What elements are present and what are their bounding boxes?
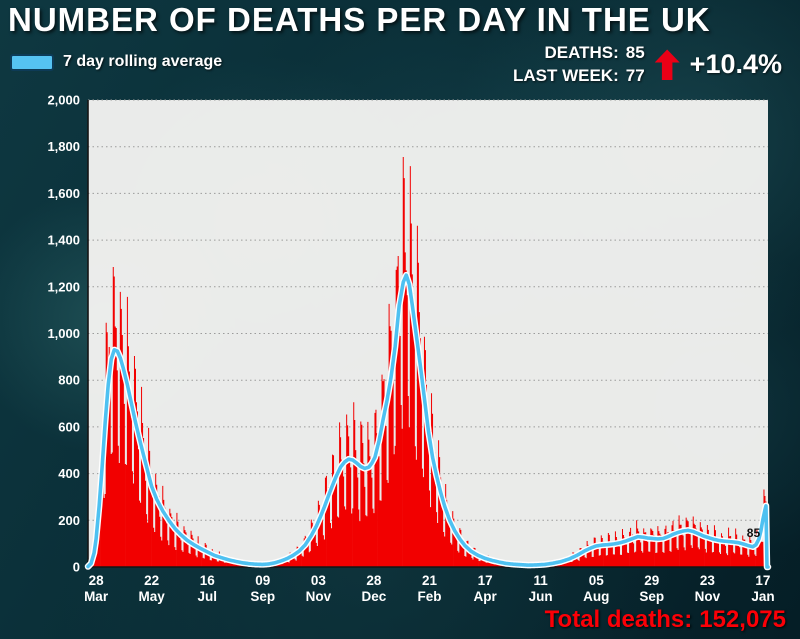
y-tick-label: 200 [58, 513, 80, 528]
x-tick-month: Apr [473, 589, 497, 604]
x-tick-day: 11 [534, 573, 549, 588]
latest-value-annotation: 85 [747, 526, 761, 540]
deaths-value: 85 [625, 43, 645, 62]
y-tick-label: 600 [58, 419, 80, 434]
y-tick-label: 1,800 [47, 139, 80, 154]
x-tick-month: Nov [306, 589, 332, 604]
x-tick-month: Mar [84, 589, 109, 604]
y-tick-label: 2,000 [47, 93, 80, 108]
x-tick-day: 17 [755, 573, 770, 588]
x-tick-day: 23 [700, 573, 716, 588]
x-tick-month: Feb [418, 589, 442, 604]
deaths-label: DEATHS: [544, 43, 619, 62]
x-tick-day: 16 [200, 573, 216, 588]
total-deaths-label: Total deaths: [544, 606, 693, 633]
x-tick-month: Nov [695, 589, 721, 604]
x-tick-month: Jul [197, 589, 217, 604]
last-week-stat: LAST WEEK: 77 [513, 65, 645, 88]
legend-label: 7 day rolling average [63, 53, 223, 70]
deaths-stat: DEATHS: 85 [513, 42, 645, 65]
x-tick-month: May [139, 589, 166, 604]
x-tick-month: Jan [751, 589, 774, 604]
plot-background [88, 100, 768, 567]
x-tick-month: Aug [583, 589, 609, 604]
last-week-label: LAST WEEK: [512, 65, 619, 85]
page-title: NUMBER OF DEATHS PER DAY IN THE UK [8, 1, 711, 38]
x-tick-day: 29 [644, 573, 659, 588]
y-tick-label: 800 [58, 373, 80, 388]
rolling-average-line [86, 273, 770, 569]
y-tick-label: 1,400 [47, 233, 80, 248]
x-tick-day: 28 [89, 573, 105, 588]
legend-swatch [10, 53, 54, 71]
x-tick-day: 03 [311, 573, 327, 588]
x-tick-day: 05 [589, 573, 605, 588]
last-week-value: 77 [625, 65, 645, 85]
x-tick-month: Sep [639, 589, 664, 604]
x-tick-month: Sep [250, 589, 275, 604]
y-tick-label: 400 [58, 466, 80, 481]
stats-lines: DEATHS: 85 LAST WEEK: 77 [513, 42, 645, 88]
x-tick-day: 17 [478, 573, 493, 588]
y-tick-label: 1,200 [47, 279, 80, 294]
stats-panel: DEATHS: 85 LAST WEEK: 77 +10.4% [513, 42, 782, 88]
legend: 7 day rolling average [10, 53, 222, 71]
x-tick-month: Jun [529, 589, 553, 604]
y-tick-label: 1,600 [47, 186, 80, 201]
total-deaths-value: 152,075 [699, 606, 786, 633]
x-tick-month: Dec [362, 589, 387, 604]
total-deaths-caption: Total deaths: 152,075 [545, 606, 786, 634]
x-tick-day: 09 [255, 573, 270, 588]
y-tick-label: 0 [73, 560, 80, 575]
x-tick-day: 22 [144, 573, 159, 588]
change-percent: +10.4% [689, 49, 782, 80]
x-tick-day: 28 [366, 573, 382, 588]
y-tick-label: 1,000 [47, 326, 80, 341]
x-tick-day: 21 [422, 573, 438, 588]
